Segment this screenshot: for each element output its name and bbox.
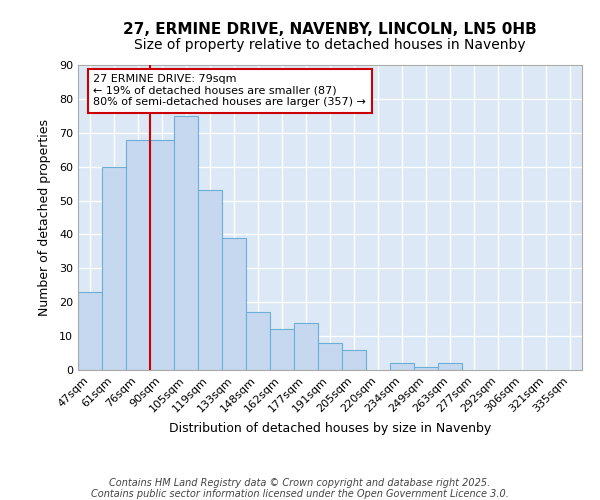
Y-axis label: Number of detached properties: Number of detached properties — [38, 119, 50, 316]
Bar — [270, 330, 294, 370]
Bar — [198, 190, 222, 370]
Bar — [222, 238, 246, 370]
Bar — [246, 312, 270, 370]
Text: 27 ERMINE DRIVE: 79sqm
← 19% of detached houses are smaller (87)
80% of semi-det: 27 ERMINE DRIVE: 79sqm ← 19% of detached… — [93, 74, 366, 108]
Bar — [414, 366, 438, 370]
Bar — [438, 363, 462, 370]
Text: 27, ERMINE DRIVE, NAVENBY, LINCOLN, LN5 0HB: 27, ERMINE DRIVE, NAVENBY, LINCOLN, LN5 … — [123, 22, 537, 38]
Bar — [150, 140, 174, 370]
Text: Contains public sector information licensed under the Open Government Licence 3.: Contains public sector information licen… — [91, 489, 509, 499]
Bar — [318, 343, 342, 370]
X-axis label: Distribution of detached houses by size in Navenby: Distribution of detached houses by size … — [169, 422, 491, 435]
Bar — [126, 140, 150, 370]
Text: Size of property relative to detached houses in Navenby: Size of property relative to detached ho… — [134, 38, 526, 52]
Bar — [102, 166, 126, 370]
Text: Contains HM Land Registry data © Crown copyright and database right 2025.: Contains HM Land Registry data © Crown c… — [109, 478, 491, 488]
Bar — [174, 116, 198, 370]
Bar — [78, 292, 102, 370]
Bar — [390, 363, 414, 370]
Bar — [294, 322, 318, 370]
Bar — [342, 350, 366, 370]
